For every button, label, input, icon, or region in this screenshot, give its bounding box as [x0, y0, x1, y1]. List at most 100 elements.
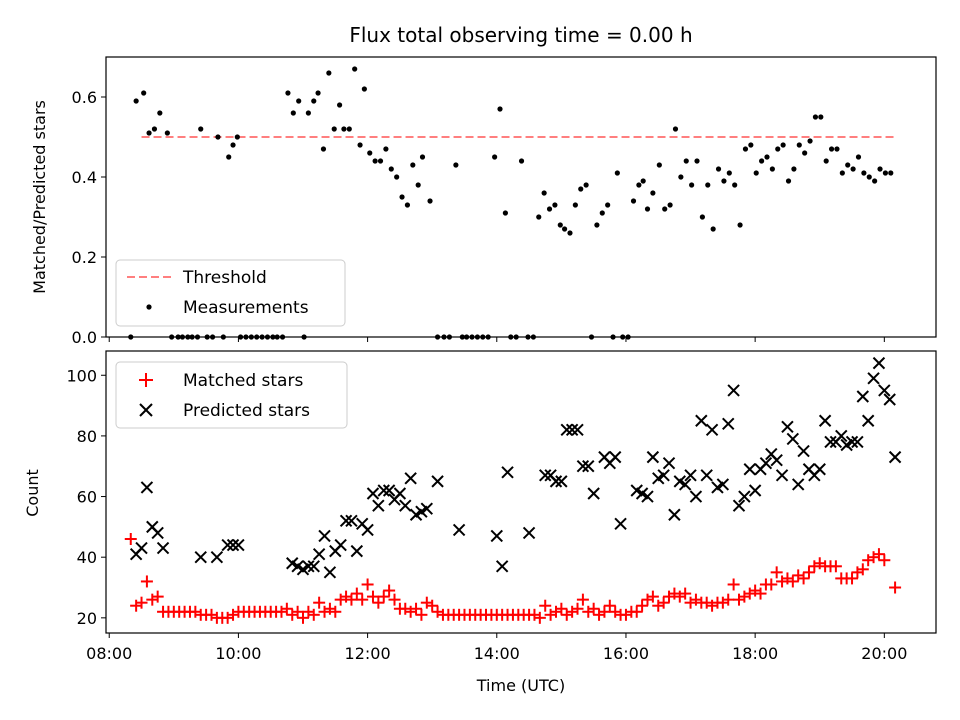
measurement-point	[872, 178, 878, 184]
predicted-stars-point	[323, 566, 337, 579]
measurement-point	[694, 158, 700, 164]
predicted-stars-point	[878, 384, 891, 397]
legend-measurements-label: Measurements	[183, 298, 309, 318]
measurement-point	[644, 206, 651, 212]
predicted-stars-point	[377, 484, 390, 497]
matched-stars-point	[533, 611, 546, 624]
predicted-stars-point	[404, 472, 417, 485]
measurement-point	[683, 158, 689, 164]
predicted-stars-point	[835, 429, 848, 443]
legend-predicted-label: Predicted stars	[183, 401, 310, 421]
measurement-point	[807, 138, 813, 144]
predicted-stars-point	[393, 487, 407, 500]
predicted-stars-point	[345, 514, 358, 528]
matched-stars-point	[356, 593, 369, 606]
measurement-point	[453, 162, 459, 168]
legend-measurements-swatch	[146, 304, 152, 310]
predicted-stars-point	[307, 560, 320, 573]
predicted-stars-point	[781, 420, 794, 434]
matched-stars-point	[280, 602, 293, 615]
bottom-legend: Matched stars Predicted stars	[115, 361, 348, 429]
top-chart-title: Flux total observing time = 0.00 h	[349, 23, 692, 47]
predicted-stars-point	[716, 478, 730, 491]
measurement-point	[662, 206, 668, 212]
measurement-point	[427, 198, 433, 204]
predicted-stars-point	[555, 475, 568, 488]
predicted-stars-point	[743, 463, 756, 476]
matched-stars-point	[307, 608, 320, 621]
predicted-stars-point	[221, 538, 234, 552]
predicted-stars-point	[883, 393, 896, 406]
measurement-point	[164, 130, 170, 136]
bottom-y-tick-label: 60	[77, 488, 97, 507]
predicted-stars-point	[226, 538, 240, 552]
measurement-point	[855, 154, 862, 160]
measurement-point	[726, 170, 732, 176]
matched-stars-point	[765, 578, 778, 591]
predicted-stars-point	[560, 423, 573, 437]
predicted-stars-point	[861, 414, 875, 427]
predicted-stars-point	[657, 469, 670, 482]
measurement-point	[861, 170, 867, 176]
predicted-stars-point	[582, 460, 595, 473]
bottom-x-axis-ticks: 08:00 10:00 12:00 14:00 16:00 18:00 20:00	[86, 633, 907, 663]
measurement-point	[732, 182, 738, 188]
predicted-stars-point	[818, 414, 832, 427]
matched-stars-point	[415, 608, 428, 621]
top-axes-frame	[105, 56, 937, 338]
measurement-point	[388, 166, 394, 172]
measurement-point	[672, 126, 679, 132]
matched-stars-point	[679, 587, 692, 600]
measurement-point	[812, 114, 819, 120]
measurement-point	[367, 150, 373, 156]
measurement-point	[614, 170, 620, 176]
predicted-stars-point	[312, 547, 326, 561]
matched-stars-point	[377, 590, 390, 603]
measurement-point	[372, 158, 378, 164]
measurement-point	[721, 178, 727, 184]
matched-stars-point	[140, 575, 153, 588]
x-tick-label: 18:00	[732, 644, 778, 663]
predicted-stars-point	[151, 526, 164, 540]
measurement-point	[377, 158, 384, 164]
measurement-point	[710, 226, 716, 232]
matched-stars-point	[571, 602, 584, 615]
measurement-point	[285, 90, 291, 96]
measurement-point	[346, 126, 352, 132]
measurement-point	[572, 202, 578, 208]
measurement-point	[780, 142, 786, 148]
measurement-point	[583, 182, 589, 188]
predicted-stars-point	[797, 444, 810, 458]
matched-stars-point	[598, 605, 611, 618]
predicted-stars-point	[549, 475, 563, 488]
measurement-point	[667, 202, 673, 208]
top-y-tick-label: 0.0	[72, 328, 97, 347]
predicted-stars-point	[522, 526, 536, 540]
matched-stars-point	[135, 596, 148, 609]
matched-stars-point	[846, 572, 859, 585]
top-y-axis-label: Matched/Predicted stars	[30, 100, 49, 294]
predicted-stars-point	[888, 450, 902, 464]
measurement-point	[146, 130, 152, 136]
measurement-point	[541, 190, 547, 196]
predicted-stars-point	[748, 484, 762, 497]
predicted-stars-point	[700, 469, 713, 482]
predicted-stars-point	[646, 450, 660, 464]
matched-stars-point	[383, 584, 396, 597]
predicted-stars-point	[350, 544, 364, 558]
measurement-point	[737, 222, 743, 228]
predicted-stars-point	[140, 481, 154, 494]
measurement-point	[415, 182, 421, 188]
measurement-point	[234, 134, 240, 140]
matched-stars-point	[657, 596, 670, 609]
measurement-point	[753, 170, 759, 176]
predicted-stars-point	[372, 499, 385, 512]
measurement-point	[290, 110, 296, 116]
measurement-point	[230, 142, 236, 148]
predicted-stars-point	[608, 450, 622, 464]
measurement-point	[198, 126, 204, 132]
predicted-stars-point	[382, 484, 396, 497]
top-chart-marks	[128, 66, 896, 340]
matched-stars-point	[797, 572, 810, 585]
